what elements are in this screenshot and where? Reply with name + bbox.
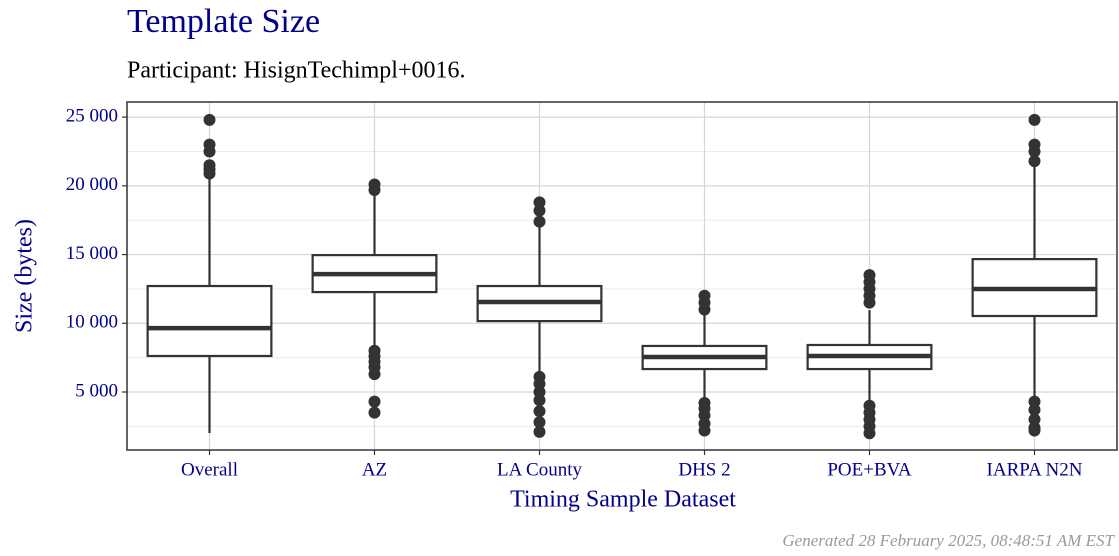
- outlier: [863, 427, 876, 440]
- footer: Generated 28 February 2025, 08:48:51 AM …: [782, 531, 1115, 550]
- outlier: [1028, 413, 1041, 426]
- outlier: [203, 159, 216, 172]
- outlier: [1028, 155, 1041, 168]
- outlier: [203, 113, 216, 126]
- outlier: [533, 204, 546, 217]
- x-axis-title: Timing Sample Dataset: [510, 487, 736, 513]
- x-tick-label: AZ: [362, 459, 387, 480]
- outlier: [368, 178, 381, 191]
- outlier: [698, 289, 711, 302]
- outlier: [1028, 403, 1041, 416]
- x-tick-label: Overall: [181, 459, 238, 480]
- outlier: [368, 406, 381, 419]
- outlier: [533, 394, 546, 407]
- outlier: [863, 269, 876, 282]
- y-tick-label: 15 000: [66, 243, 118, 264]
- outlier: [533, 425, 546, 438]
- outlier: [1028, 138, 1041, 151]
- outlier: [1028, 395, 1041, 408]
- outlier: [533, 416, 546, 429]
- x-tick-label: LA County: [497, 459, 582, 480]
- outlier: [1028, 424, 1041, 437]
- outlier: [368, 395, 381, 408]
- y-axis-title: Size (bytes): [12, 219, 38, 333]
- outlier: [368, 368, 381, 381]
- plot-border: [126, 101, 1118, 451]
- outlier: [698, 424, 711, 437]
- outlier: [533, 215, 546, 228]
- box: [146, 284, 273, 358]
- y-tick-label: 20 000: [66, 174, 118, 195]
- x-tick-label: DHS 2: [678, 459, 730, 480]
- outlier: [533, 377, 546, 390]
- outlier: [533, 405, 546, 418]
- outlier: [533, 386, 546, 398]
- chart-title: Template Size: [127, 3, 320, 40]
- y-tick-label: 10 000: [66, 312, 118, 333]
- y-tick-label: 25 000: [66, 105, 118, 126]
- x-tick-label: IARPA N2N: [987, 459, 1083, 480]
- chart-subtitle: Participant: HisignTechimpl+0016.: [127, 58, 465, 84]
- outlier: [533, 196, 546, 209]
- outlier: [203, 138, 216, 151]
- x-tick-label: POE+BVA: [827, 459, 912, 480]
- outlier: [1028, 113, 1041, 126]
- y-tick-label: 5 000: [75, 380, 118, 401]
- outlier: [698, 409, 711, 422]
